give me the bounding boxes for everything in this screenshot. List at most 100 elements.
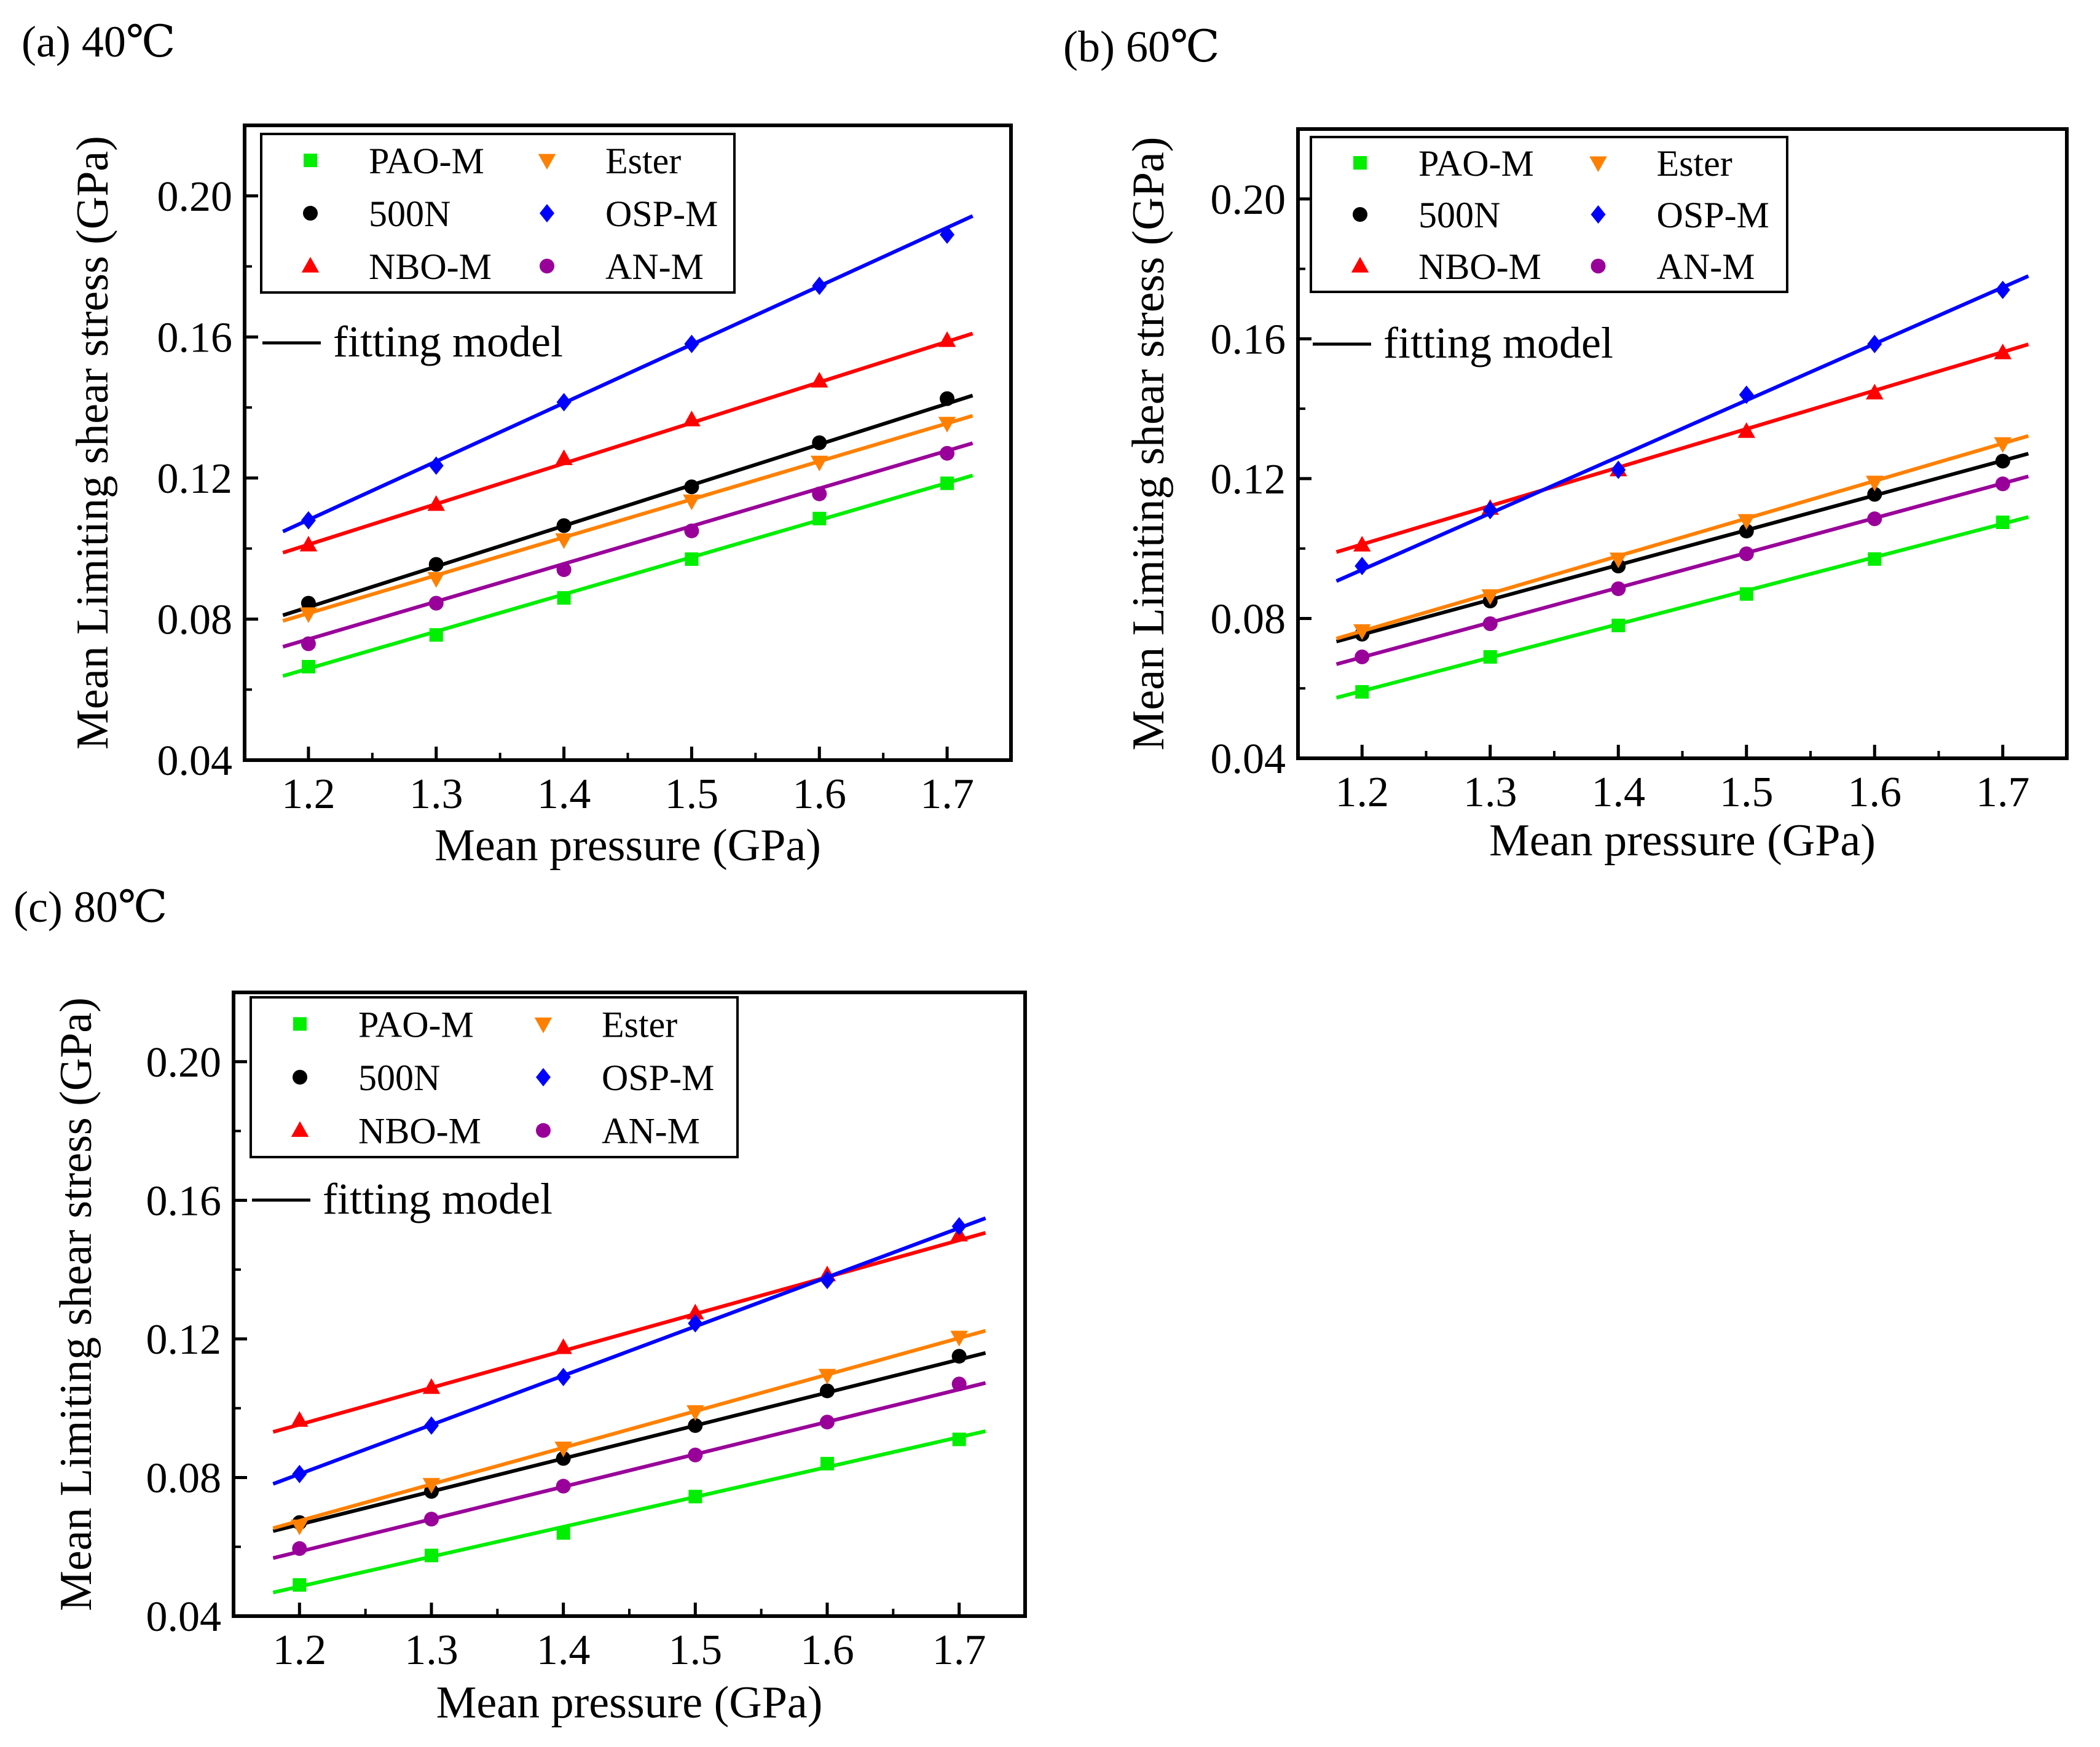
series-pao-m <box>272 1429 986 1595</box>
chart-panel-2: (b) 60℃ 1.2 1.3 1.4 1.5 1.6 1.7 0.04 0.08 0.12 0.1… <box>1063 22 2069 866</box>
data-point-ester <box>938 417 956 433</box>
data-point-pao-m <box>688 1490 702 1504</box>
data-point-ester <box>1481 589 1499 605</box>
data-point-an-m <box>812 486 827 501</box>
data-point-ester <box>1610 552 1627 568</box>
data-point-ester <box>683 494 701 511</box>
data-point-an-m <box>820 1415 835 1430</box>
series-pao-m <box>282 473 973 678</box>
data-point-500n <box>684 479 699 495</box>
fit-line-nbo-m <box>272 1231 986 1434</box>
fit-line-500n <box>272 1351 986 1533</box>
data-point-an-m <box>1739 546 1754 562</box>
data-point-500n <box>951 1349 967 1364</box>
data-point-osp-m <box>1611 460 1626 479</box>
data-point-nbo-m <box>1353 535 1371 552</box>
fit-line-pao-m <box>1335 515 2029 700</box>
data-point-an-m <box>556 562 572 578</box>
data-point-ester <box>811 455 828 472</box>
data-point-ester <box>554 1442 572 1458</box>
data-point-pao-m <box>293 1578 307 1592</box>
data-point-pao-m <box>812 511 827 525</box>
data-point-nbo-m <box>686 1303 704 1320</box>
data-point-ester <box>1737 514 1755 530</box>
data-point-pao-m <box>301 659 315 673</box>
fit-line-an-m <box>282 441 973 649</box>
data-point-an-m <box>424 1512 439 1527</box>
data-point-osp-m <box>1355 557 1370 576</box>
y-tick-label: 0.16 <box>1211 316 1286 363</box>
series-500n <box>1335 452 2029 643</box>
data-point-osp-m <box>428 456 444 475</box>
x-tick-label: 1.7 <box>932 1627 986 1674</box>
data-point-nbo-m <box>299 535 318 552</box>
data-point-an-m <box>1355 650 1370 665</box>
legend-label-an-m: AN-M <box>1657 246 1755 287</box>
data-point-pao-m <box>557 591 571 605</box>
y-tick-label: 0.08 <box>1211 595 1286 643</box>
y-axis-label: Mean Limiting shear stress (GPa) <box>68 136 118 750</box>
x-tick-label: 1.5 <box>669 1627 723 1674</box>
data-point-osp-m <box>1867 334 1882 353</box>
data-point-500n <box>556 518 572 533</box>
data-point-an-m <box>951 1376 967 1392</box>
fit-line-nbo-m <box>282 331 973 555</box>
data-point-osp-m <box>556 393 572 412</box>
data-point-pao-m <box>952 1432 966 1447</box>
data-point-ester <box>950 1330 968 1347</box>
y-tick-label: 0.12 <box>157 455 233 503</box>
data-point-nbo-m <box>1994 344 2012 359</box>
data-point-pao-m <box>1355 685 1369 699</box>
legend-label-500n: 500N <box>358 1058 440 1098</box>
x-tick-label: 1.5 <box>1720 769 1774 816</box>
y-tick-label: 0.16 <box>157 314 233 361</box>
data-point-osp-m <box>556 1367 571 1386</box>
data-point-an-m <box>292 1541 307 1557</box>
x-tick-label: 1.4 <box>537 771 591 818</box>
fit-line-500n <box>1335 452 2029 643</box>
data-point-pao-m <box>1739 587 1753 601</box>
x-tick-label: 1.5 <box>665 771 719 818</box>
data-point-pao-m <box>429 628 443 642</box>
data-point-ester <box>1994 437 2012 453</box>
x-tick-label: 1.2 <box>281 771 336 818</box>
legend-label-pao-m: PAO-M <box>1418 143 1534 184</box>
legend-marker-ester <box>534 1017 553 1034</box>
data-point-pao-m <box>1996 516 2010 529</box>
data-point-an-m <box>940 446 955 461</box>
series-osp-m <box>272 1216 986 1486</box>
data-point-ester <box>291 1519 309 1536</box>
y-tick-label: 0.20 <box>157 173 233 221</box>
data-point-an-m <box>1611 581 1626 597</box>
legend-marker-pao-m <box>1353 156 1367 170</box>
data-point-osp-m <box>684 334 699 353</box>
data-point-500n <box>301 595 316 611</box>
legend-box <box>250 996 739 1158</box>
y-tick-label: 0.16 <box>146 1177 222 1225</box>
data-point-an-m <box>301 636 316 651</box>
legend-marker-pao-m <box>304 154 317 167</box>
series-ester <box>282 414 973 623</box>
x-tick-label: 1.7 <box>1976 769 2030 816</box>
y-axis-label: Mean Limiting shear stress (GPa) <box>1123 137 1174 751</box>
data-point-pao-m <box>685 552 699 566</box>
legend-marker-osp-m <box>536 1068 551 1086</box>
legend-marker-ester <box>538 154 556 170</box>
y-tick-label: 0.20 <box>1211 176 1286 224</box>
fit-line-osp-m <box>272 1216 986 1486</box>
x-tick-label: 1.4 <box>1592 769 1646 816</box>
series-an-m <box>1335 474 2029 666</box>
data-point-an-m <box>556 1478 571 1494</box>
legend-label-ester: Ester <box>1657 143 1732 184</box>
data-point-500n <box>1995 453 2010 469</box>
series-an-m <box>272 1376 986 1560</box>
data-point-osp-m <box>424 1416 439 1435</box>
fit-line-nbo-m <box>1335 342 2029 554</box>
data-point-osp-m <box>688 1314 703 1333</box>
series-500n <box>272 1349 986 1533</box>
legend-label-an-m: AN-M <box>602 1111 700 1152</box>
fit-legend-label: fitting model <box>1383 318 1613 367</box>
x-tick-label: 1.7 <box>920 771 974 818</box>
data-point-nbo-m <box>554 1338 572 1354</box>
legend-marker-an-m <box>1591 259 1606 273</box>
